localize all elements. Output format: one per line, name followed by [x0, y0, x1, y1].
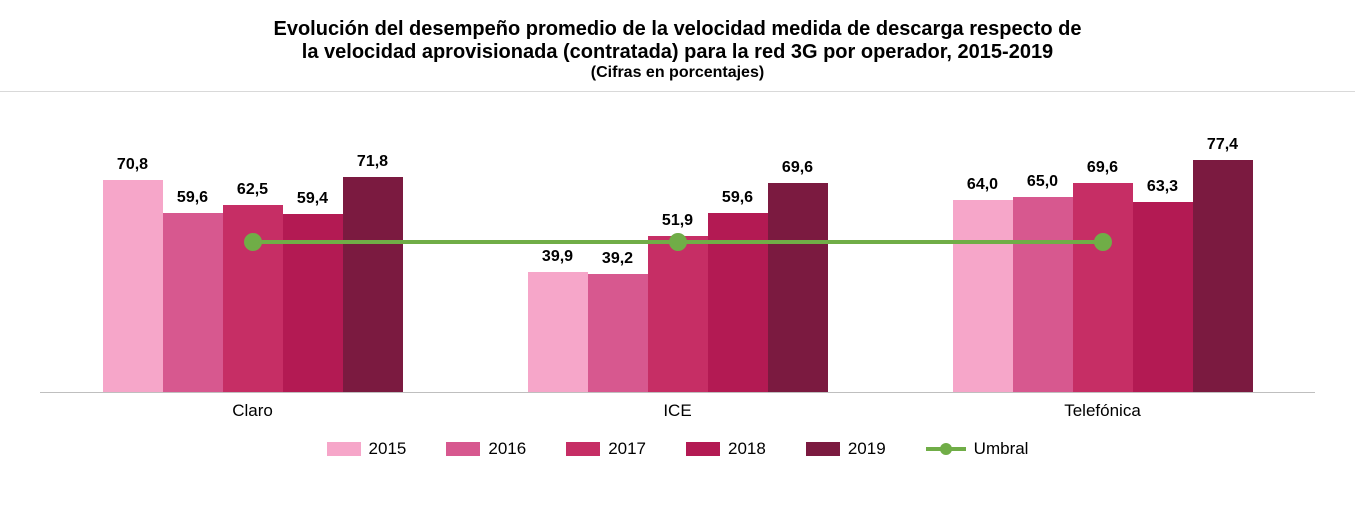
legend-label: 2019 — [848, 439, 886, 459]
bar-value-label: 77,4 — [1207, 136, 1238, 154]
bar-value-label: 65,0 — [1027, 173, 1058, 191]
legend-label: 2018 — [728, 439, 766, 459]
bar: 59,6 — [163, 213, 223, 392]
bar-value-label: 59,6 — [722, 189, 753, 207]
category-label: Claro — [103, 401, 403, 421]
legend-label: Umbral — [974, 439, 1029, 459]
bar: 77,4 — [1193, 160, 1253, 392]
legend-item: 2017 — [566, 439, 646, 459]
bar: 65,0 — [1013, 197, 1073, 392]
legend-swatch — [566, 442, 600, 456]
bar: 59,6 — [708, 213, 768, 392]
bar-value-label: 59,4 — [297, 190, 328, 208]
bar: 63,3 — [1133, 202, 1193, 392]
legend: 2015 2016 2017 2018 2019 Umbral — [0, 439, 1355, 459]
bar: 59,4 — [283, 214, 343, 392]
bar-value-label: 69,6 — [1087, 159, 1118, 177]
chart-title-line1: Evolución del desempeño promedio de la v… — [0, 18, 1355, 41]
bar: 62,5 — [223, 205, 283, 393]
legend-item: 2015 — [327, 439, 407, 459]
plot-area: 70,859,662,559,471,839,939,251,959,669,6… — [40, 92, 1315, 393]
bar-value-label: 63,3 — [1147, 178, 1178, 196]
legend-item: 2016 — [446, 439, 526, 459]
legend-swatch — [806, 442, 840, 456]
bar-value-label: 70,8 — [117, 156, 148, 174]
bar: 51,9 — [648, 236, 708, 392]
chart-container: Evolución del desempeño promedio de la v… — [0, 0, 1355, 514]
bar: 39,2 — [588, 274, 648, 392]
bar-value-label: 59,6 — [177, 189, 208, 207]
legend-label: 2016 — [488, 439, 526, 459]
legend-item-threshold: Umbral — [926, 439, 1029, 459]
bar: 70,8 — [103, 180, 163, 392]
category-label: ICE — [528, 401, 828, 421]
bar: 69,6 — [768, 183, 828, 392]
chart-title-block: Evolución del desempeño promedio de la v… — [0, 0, 1355, 82]
chart-title-line2: la velocidad aprovisionada (contratada) … — [0, 41, 1355, 64]
bar-value-label: 62,5 — [237, 181, 268, 199]
bar-value-label: 51,9 — [662, 212, 693, 230]
bar-value-label: 69,6 — [782, 159, 813, 177]
bar-groups: 70,859,662,559,471,839,939,251,959,669,6… — [40, 92, 1315, 392]
legend-label: 2015 — [369, 439, 407, 459]
legend-item: 2018 — [686, 439, 766, 459]
bar-group: 39,939,251,959,669,6 — [528, 92, 828, 392]
bar: 71,8 — [343, 177, 403, 392]
legend-item: 2019 — [806, 439, 886, 459]
legend-swatch — [446, 442, 480, 456]
bar: 69,6 — [1073, 183, 1133, 392]
bar: 39,9 — [528, 272, 588, 392]
bar-group: 70,859,662,559,471,8 — [103, 92, 403, 392]
legend-swatch — [327, 442, 361, 456]
legend-swatch — [686, 442, 720, 456]
bar-value-label: 64,0 — [967, 176, 998, 194]
category-label: Telefónica — [953, 401, 1253, 421]
bar-group: 64,065,069,663,377,4 — [953, 92, 1253, 392]
bar: 64,0 — [953, 200, 1013, 392]
bar-value-label: 71,8 — [357, 153, 388, 171]
legend-line-swatch — [926, 442, 966, 456]
x-axis: Claro ICE Telefónica — [40, 401, 1315, 421]
bar-value-label: 39,2 — [602, 250, 633, 268]
legend-label: 2017 — [608, 439, 646, 459]
chart-subtitle: (Cifras en porcentajes) — [0, 64, 1355, 82]
bar-value-label: 39,9 — [542, 248, 573, 266]
